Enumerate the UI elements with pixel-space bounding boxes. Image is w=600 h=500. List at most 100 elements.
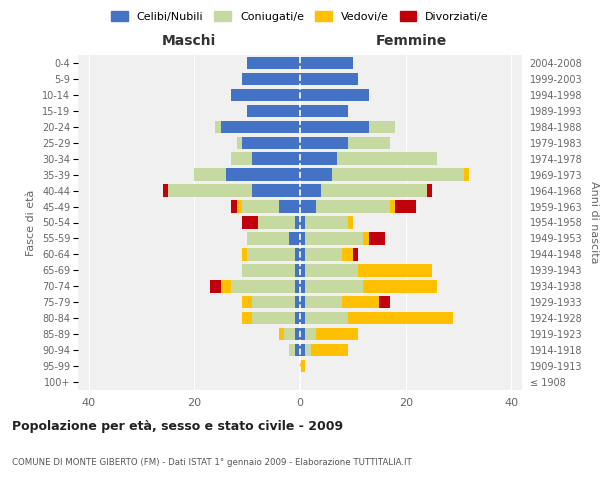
Bar <box>242 200 279 213</box>
Bar <box>300 248 305 260</box>
Bar <box>300 328 305 340</box>
Bar <box>300 232 305 244</box>
Bar <box>300 184 321 197</box>
Bar <box>247 248 295 260</box>
Bar <box>427 184 432 197</box>
Bar <box>300 264 305 276</box>
Bar <box>295 248 300 260</box>
Bar <box>279 328 284 340</box>
Bar <box>295 280 300 292</box>
Bar <box>284 328 295 340</box>
Bar <box>364 280 437 292</box>
Bar <box>247 232 289 244</box>
Bar <box>253 152 300 165</box>
Text: Femmine: Femmine <box>376 34 446 48</box>
Bar <box>295 344 300 356</box>
Bar <box>300 57 353 69</box>
Bar <box>168 184 253 197</box>
Bar <box>305 248 342 260</box>
Bar <box>231 200 236 213</box>
Bar <box>358 264 432 276</box>
Bar <box>364 232 369 244</box>
Bar <box>300 216 305 228</box>
Bar <box>347 136 390 149</box>
Text: COMUNE DI MONTE GIBERTO (FM) - Dati ISTAT 1° gennaio 2009 - Elaborazione TUTTITA: COMUNE DI MONTE GIBERTO (FM) - Dati ISTA… <box>12 458 412 467</box>
Y-axis label: Fasce di età: Fasce di età <box>26 190 37 256</box>
Bar <box>253 296 295 308</box>
Bar <box>253 184 300 197</box>
Bar <box>289 344 295 356</box>
Bar <box>332 168 464 181</box>
Bar <box>194 168 226 181</box>
Bar <box>242 136 300 149</box>
Bar <box>236 136 242 149</box>
Bar <box>300 296 305 308</box>
Bar <box>300 344 305 356</box>
Bar <box>295 312 300 324</box>
Bar <box>369 120 395 133</box>
Bar <box>231 152 253 165</box>
Bar <box>231 88 300 101</box>
Bar <box>464 168 469 181</box>
Bar <box>295 216 300 228</box>
Bar <box>321 184 427 197</box>
Bar <box>300 72 358 85</box>
Bar <box>300 200 316 213</box>
Bar <box>289 232 300 244</box>
Bar <box>305 216 347 228</box>
Bar <box>390 200 395 213</box>
Bar <box>242 264 295 276</box>
Bar <box>215 120 221 133</box>
Bar <box>395 200 416 213</box>
Bar <box>305 344 311 356</box>
Bar <box>342 248 353 260</box>
Bar <box>295 328 300 340</box>
Bar <box>279 200 300 213</box>
Bar <box>305 296 342 308</box>
Bar <box>226 168 300 181</box>
Bar <box>221 280 231 292</box>
Bar <box>353 248 358 260</box>
Bar <box>236 200 242 213</box>
Bar <box>300 152 337 165</box>
Bar <box>305 280 364 292</box>
Bar <box>369 232 385 244</box>
Bar <box>305 264 358 276</box>
Bar <box>242 248 247 260</box>
Bar <box>242 216 258 228</box>
Bar <box>305 328 316 340</box>
Bar <box>300 136 347 149</box>
Bar <box>295 296 300 308</box>
Bar <box>242 72 300 85</box>
Bar <box>311 344 347 356</box>
Bar <box>300 120 369 133</box>
Bar <box>305 312 347 324</box>
Bar <box>210 280 221 292</box>
Bar <box>300 312 305 324</box>
Bar <box>253 312 295 324</box>
Bar <box>300 88 369 101</box>
Bar <box>247 104 300 117</box>
Bar <box>379 296 390 308</box>
Bar <box>231 280 295 292</box>
Bar <box>300 360 305 372</box>
Bar <box>295 264 300 276</box>
Bar <box>163 184 168 197</box>
Bar <box>247 57 300 69</box>
Bar <box>300 168 332 181</box>
Bar <box>347 216 353 228</box>
Bar <box>242 312 253 324</box>
Bar <box>316 200 390 213</box>
Bar <box>258 216 295 228</box>
Bar <box>305 232 364 244</box>
Bar <box>300 280 305 292</box>
Bar <box>221 120 300 133</box>
Bar <box>242 296 253 308</box>
Bar <box>300 104 347 117</box>
Bar <box>347 312 453 324</box>
Bar <box>342 296 379 308</box>
Y-axis label: Anni di nascita: Anni di nascita <box>589 181 599 264</box>
Legend: Celibi/Nubili, Coniugati/e, Vedovi/e, Divorziati/e: Celibi/Nubili, Coniugati/e, Vedovi/e, Di… <box>106 6 494 28</box>
Text: Popolazione per età, sesso e stato civile - 2009: Popolazione per età, sesso e stato civil… <box>12 420 343 433</box>
Bar <box>337 152 437 165</box>
